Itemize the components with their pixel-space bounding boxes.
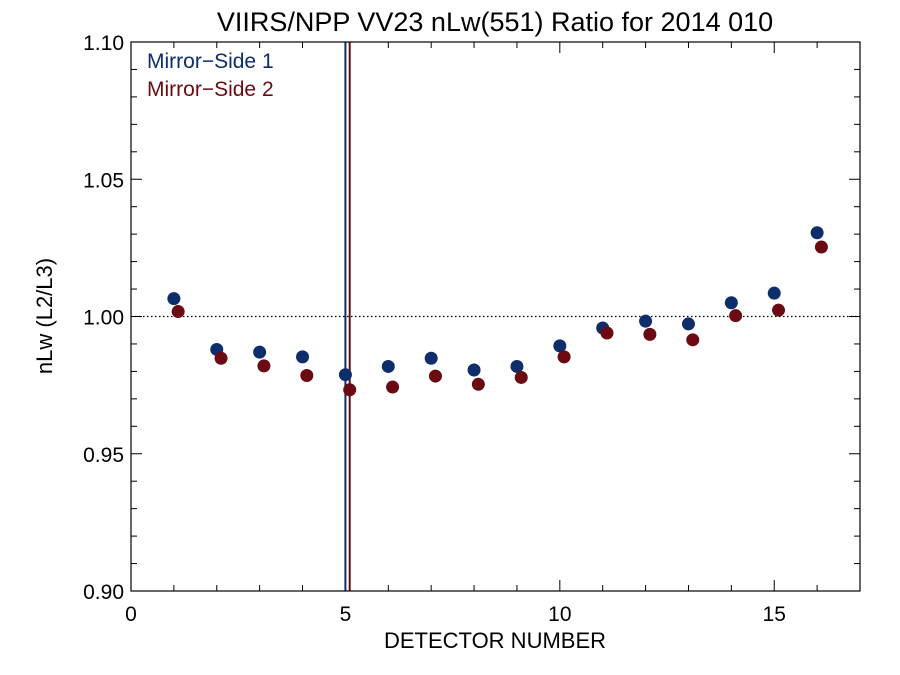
data-point-mirror-side-2 <box>557 350 571 364</box>
data-point-mirror-side-2 <box>343 383 357 397</box>
data-point-mirror-side-1 <box>296 350 310 364</box>
data-point-mirror-side-2 <box>300 369 314 383</box>
data-point-mirror-side-1 <box>381 359 395 373</box>
data-point-mirror-side-1 <box>724 296 738 310</box>
data-point-mirror-side-2 <box>386 380 400 394</box>
y-tick-label: 0.95 <box>83 444 124 467</box>
data-point-mirror-side-1 <box>681 317 695 331</box>
data-point-mirror-side-2 <box>171 305 185 319</box>
data-point-mirror-side-1 <box>338 368 352 382</box>
data-point-mirror-side-1 <box>767 286 781 300</box>
data-point-mirror-side-1 <box>553 339 567 353</box>
legend: Mirror−Side 1 Mirror−Side 2 <box>147 50 274 101</box>
data-points <box>167 226 828 397</box>
data-point-mirror-side-2 <box>600 326 614 340</box>
x-tick-label: 15 <box>763 603 786 626</box>
data-point-mirror-side-1 <box>639 314 653 328</box>
data-point-mirror-side-1 <box>810 226 824 240</box>
legend-item-mirror-side-1: Mirror−Side 1 <box>147 50 274 73</box>
data-point-mirror-side-2 <box>643 327 657 341</box>
x-tick-label: 10 <box>548 603 571 626</box>
mirror-side-lines <box>344 42 351 591</box>
data-point-mirror-side-1 <box>253 345 267 359</box>
y-tick-label: 1.00 <box>83 307 124 330</box>
data-point-mirror-side-2 <box>514 370 528 384</box>
data-point-mirror-side-2 <box>471 377 485 391</box>
y-tick-label: 0.90 <box>83 581 124 604</box>
y-axis-label: nLw (L2/L3) <box>32 258 57 374</box>
data-point-mirror-side-2 <box>428 369 442 383</box>
x-axis-label: DETECTOR NUMBER <box>384 628 606 653</box>
data-point-mirror-side-2 <box>772 303 786 317</box>
data-point-mirror-side-2 <box>814 240 828 254</box>
chart-title: VIIRS/NPP VV23 nLw(551) Ratio for 2014 0… <box>217 7 773 37</box>
y-tick-label: 1.10 <box>83 32 124 55</box>
plot-frame <box>130 41 861 592</box>
x-tick-label: 5 <box>340 603 352 626</box>
data-point-mirror-side-2 <box>729 309 743 323</box>
data-point-mirror-side-2 <box>214 351 228 365</box>
legend-item-mirror-side-2: Mirror−Side 2 <box>147 78 274 101</box>
data-point-mirror-side-1 <box>467 363 481 377</box>
data-point-mirror-side-2 <box>686 333 700 347</box>
x-tick-labels: 0 5 10 15 <box>125 603 786 626</box>
data-point-mirror-side-1 <box>167 292 181 306</box>
y-tick-labels: 0.90 0.95 1.00 1.05 1.10 <box>83 32 124 604</box>
data-point-mirror-side-2 <box>257 359 271 373</box>
y-tick-label: 1.05 <box>83 169 124 192</box>
data-point-mirror-side-1 <box>510 359 524 373</box>
x-tick-label: 0 <box>125 603 137 626</box>
data-point-mirror-side-1 <box>424 351 438 365</box>
